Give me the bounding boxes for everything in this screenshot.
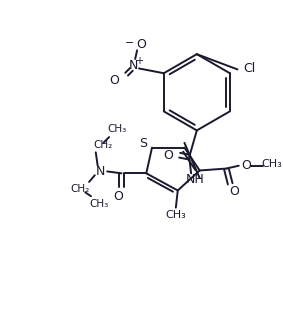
Text: NH: NH: [186, 174, 204, 187]
Text: CH₂: CH₂: [70, 183, 89, 194]
Text: O: O: [163, 149, 173, 162]
Text: CH₂: CH₂: [94, 140, 113, 150]
Text: O: O: [109, 74, 119, 87]
Text: O: O: [229, 185, 239, 198]
Text: S: S: [140, 137, 147, 150]
Text: N: N: [128, 59, 138, 72]
Text: CH₃: CH₃: [89, 199, 108, 209]
Text: −: −: [125, 38, 134, 48]
Text: O: O: [241, 159, 251, 172]
Text: Cl: Cl: [243, 62, 256, 75]
Text: CH₃: CH₃: [262, 159, 282, 169]
Text: +: +: [135, 56, 143, 66]
Text: N: N: [96, 165, 105, 178]
Text: O: O: [113, 190, 123, 203]
Text: O: O: [136, 38, 146, 51]
Text: CH₃: CH₃: [107, 124, 127, 135]
Text: CH₃: CH₃: [166, 210, 186, 220]
